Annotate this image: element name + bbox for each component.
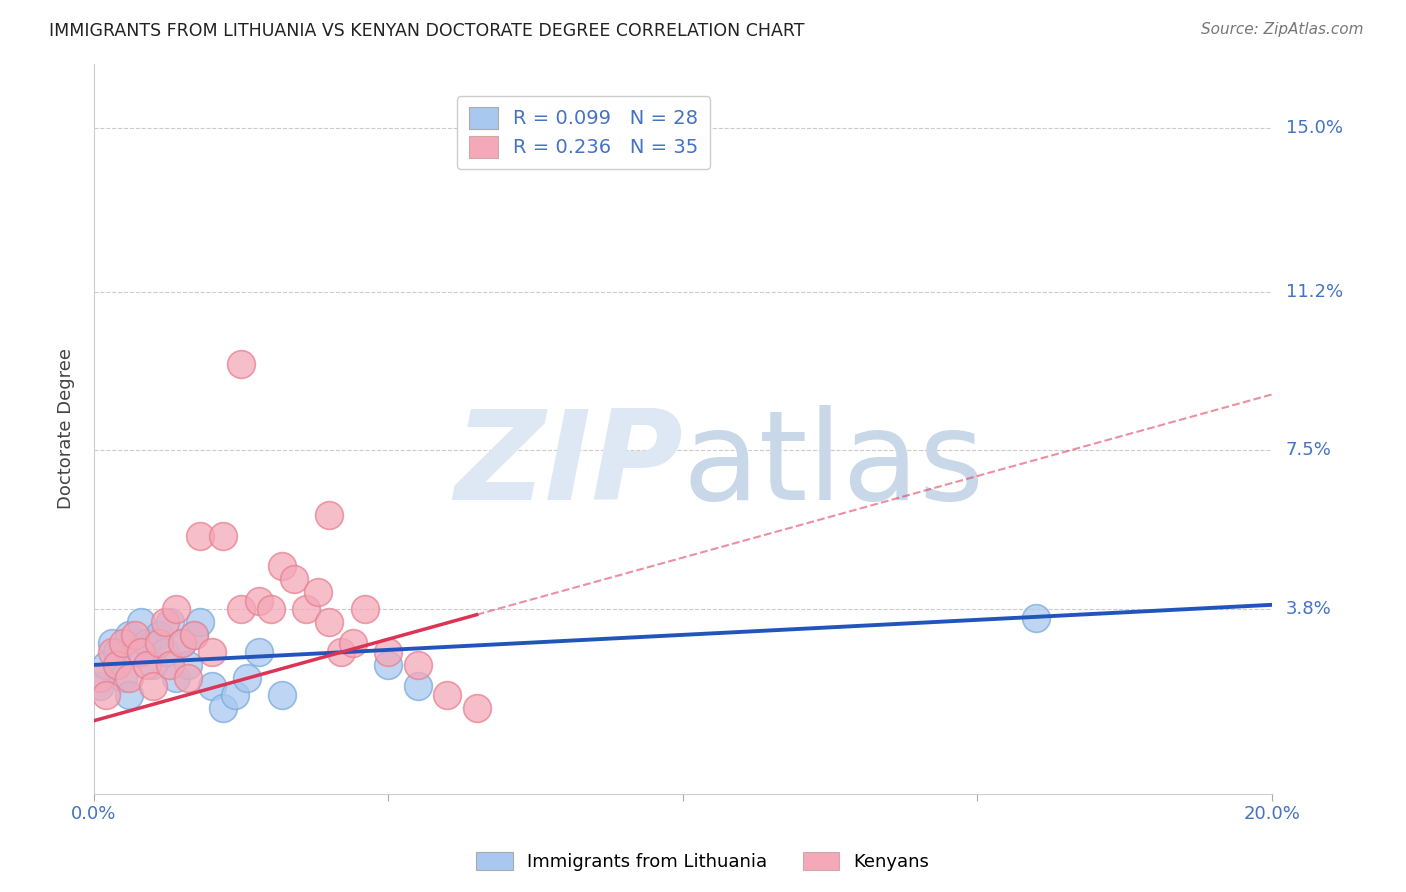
- Point: [212, 701, 235, 715]
- Text: 3.8%: 3.8%: [1285, 600, 1331, 618]
- Text: ZIP: ZIP: [454, 405, 683, 526]
- Point: [224, 688, 246, 702]
- Point: [124, 628, 146, 642]
- Text: 11.2%: 11.2%: [1285, 283, 1343, 301]
- Point: [89, 671, 111, 685]
- Point: [129, 615, 152, 629]
- Legend: Immigrants from Lithuania, Kenyans: Immigrants from Lithuania, Kenyans: [470, 845, 936, 879]
- Point: [89, 679, 111, 693]
- Y-axis label: Doctorate Degree: Doctorate Degree: [58, 349, 75, 509]
- Point: [201, 679, 224, 693]
- Point: [148, 636, 170, 650]
- Point: [165, 671, 187, 685]
- Point: [172, 636, 194, 650]
- Text: Source: ZipAtlas.com: Source: ZipAtlas.com: [1201, 22, 1364, 37]
- Point: [271, 559, 294, 574]
- Point: [118, 688, 141, 702]
- Point: [183, 628, 205, 642]
- Point: [247, 593, 270, 607]
- Point: [118, 671, 141, 685]
- Point: [112, 671, 135, 685]
- Legend: R = 0.099   N = 28, R = 0.236   N = 35: R = 0.099 N = 28, R = 0.236 N = 35: [457, 95, 710, 169]
- Point: [406, 657, 429, 672]
- Point: [153, 615, 176, 629]
- Point: [188, 529, 211, 543]
- Point: [183, 628, 205, 642]
- Point: [94, 688, 117, 702]
- Point: [353, 602, 375, 616]
- Point: [94, 657, 117, 672]
- Point: [129, 645, 152, 659]
- Point: [465, 701, 488, 715]
- Point: [159, 615, 181, 629]
- Point: [142, 679, 165, 693]
- Point: [124, 645, 146, 659]
- Point: [177, 657, 200, 672]
- Point: [135, 636, 157, 650]
- Point: [377, 657, 399, 672]
- Point: [100, 645, 122, 659]
- Point: [172, 636, 194, 650]
- Point: [153, 645, 176, 659]
- Point: [406, 679, 429, 693]
- Text: atlas: atlas: [683, 405, 984, 526]
- Point: [283, 572, 305, 586]
- Point: [212, 529, 235, 543]
- Text: 15.0%: 15.0%: [1285, 120, 1343, 137]
- Point: [177, 671, 200, 685]
- Point: [188, 615, 211, 629]
- Point: [231, 602, 253, 616]
- Point: [236, 671, 259, 685]
- Point: [100, 636, 122, 650]
- Point: [201, 645, 224, 659]
- Point: [107, 645, 129, 659]
- Point: [436, 688, 458, 702]
- Point: [112, 636, 135, 650]
- Point: [165, 602, 187, 616]
- Point: [318, 615, 340, 629]
- Text: 7.5%: 7.5%: [1285, 442, 1331, 459]
- Point: [118, 628, 141, 642]
- Text: IMMIGRANTS FROM LITHUANIA VS KENYAN DOCTORATE DEGREE CORRELATION CHART: IMMIGRANTS FROM LITHUANIA VS KENYAN DOCT…: [49, 22, 804, 40]
- Point: [307, 585, 329, 599]
- Point: [231, 358, 253, 372]
- Point: [107, 657, 129, 672]
- Point: [318, 508, 340, 522]
- Point: [159, 657, 181, 672]
- Point: [377, 645, 399, 659]
- Point: [148, 628, 170, 642]
- Point: [271, 688, 294, 702]
- Point: [259, 602, 281, 616]
- Point: [135, 657, 157, 672]
- Point: [142, 657, 165, 672]
- Point: [247, 645, 270, 659]
- Point: [342, 636, 364, 650]
- Point: [330, 645, 353, 659]
- Point: [295, 602, 318, 616]
- Point: [1025, 610, 1047, 624]
